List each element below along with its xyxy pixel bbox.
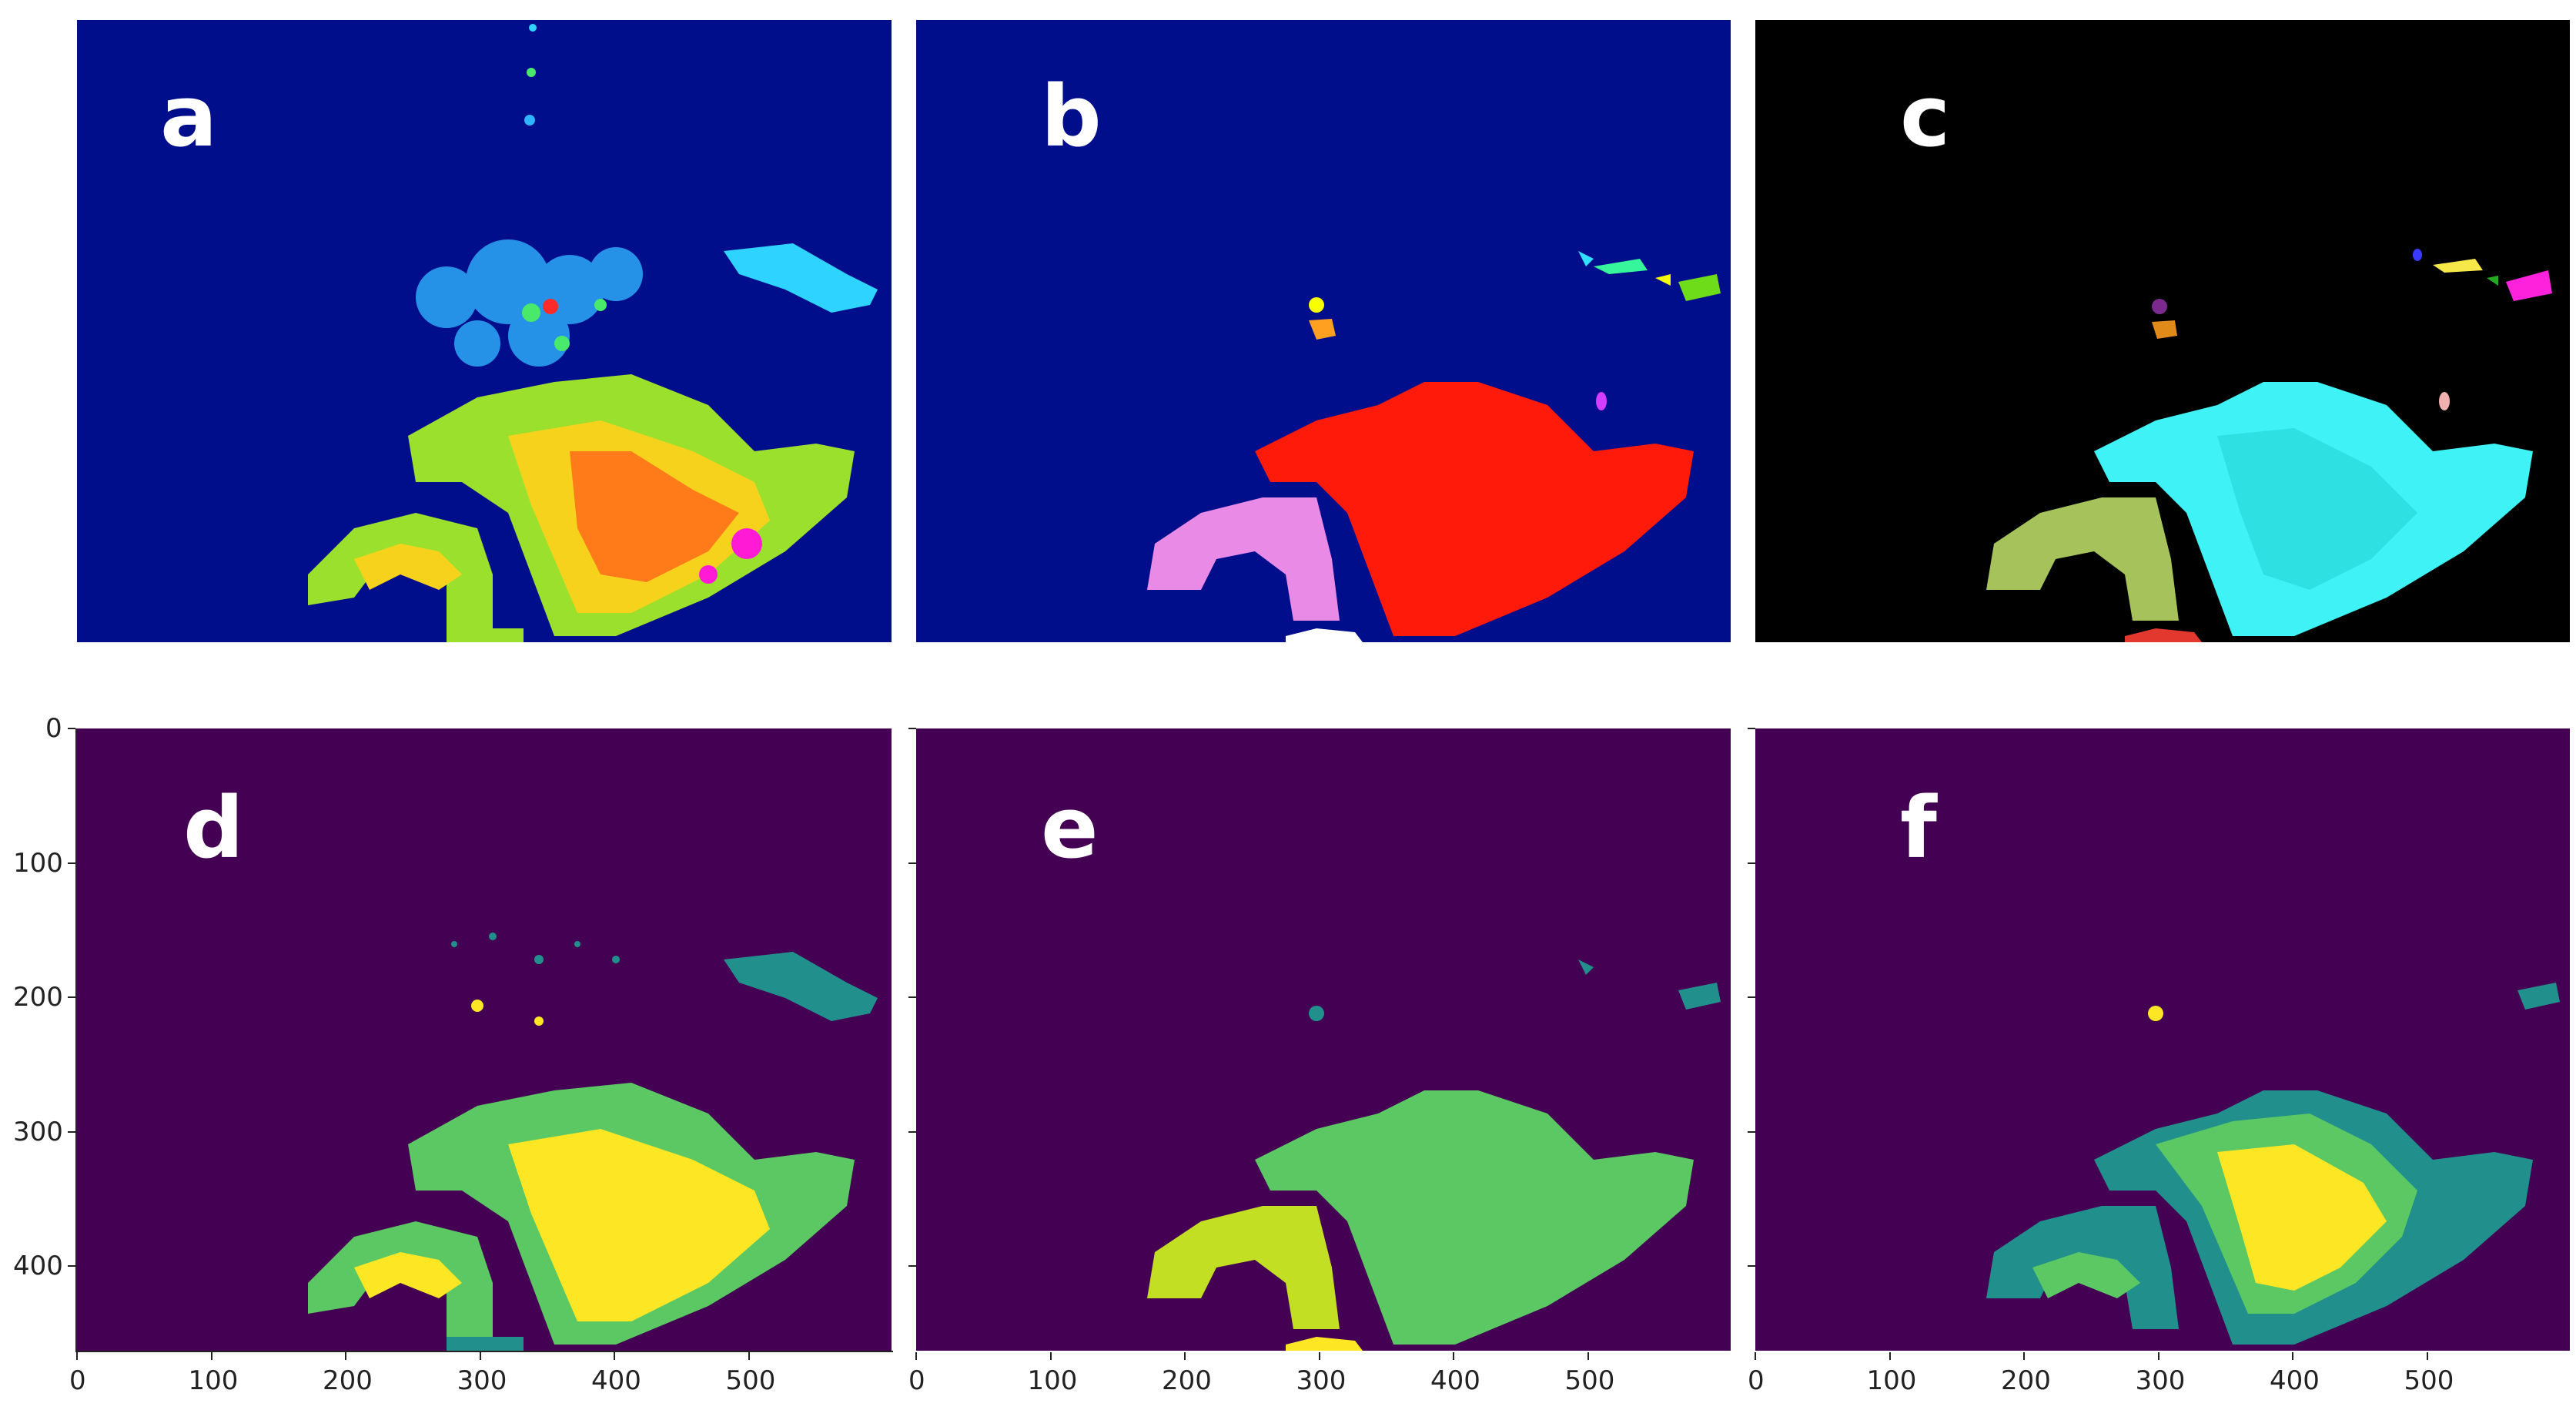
panel-label-b: b bbox=[1041, 67, 1102, 166]
panel-label-c: c bbox=[1900, 67, 1951, 166]
y-tick-mark bbox=[68, 728, 75, 729]
x-tick-label: 100 bbox=[1866, 1365, 1917, 1396]
x-tick-label: 300 bbox=[1296, 1365, 1347, 1396]
x-tick-mark bbox=[345, 1352, 346, 1360]
x-tick-label: 500 bbox=[1564, 1365, 1615, 1396]
y-axis-line bbox=[75, 728, 77, 1351]
x-tick-label: 200 bbox=[1162, 1365, 1212, 1396]
y-tick-mark bbox=[1748, 862, 1755, 864]
y-tick-mark bbox=[908, 728, 916, 729]
segmentation-labels-image bbox=[1147, 251, 1721, 642]
y-tick-mark bbox=[1748, 996, 1755, 998]
y-tick-mark bbox=[1748, 1265, 1755, 1267]
x-tick-mark bbox=[1587, 1352, 1589, 1360]
x-tick-label: 300 bbox=[457, 1365, 507, 1396]
x-tick-mark bbox=[915, 1352, 917, 1360]
y-tick-mark bbox=[68, 1130, 75, 1133]
x-tick-label: 400 bbox=[591, 1365, 641, 1396]
viridis-overlay-image bbox=[1986, 983, 2560, 1345]
x-axis-line bbox=[75, 1351, 893, 1352]
y-tick-label: 200 bbox=[13, 982, 63, 1013]
y-tick-mark bbox=[908, 996, 916, 998]
x-tick-mark bbox=[2157, 1352, 2159, 1360]
x-tick-label: 300 bbox=[2135, 1365, 2186, 1396]
x-tick-label: 0 bbox=[908, 1365, 925, 1396]
y-tick-mark bbox=[908, 1265, 916, 1267]
y-tick-label: 300 bbox=[13, 1116, 63, 1147]
x-tick-label: 500 bbox=[725, 1365, 776, 1396]
y-tick-label: 0 bbox=[45, 713, 62, 744]
y-tick-mark bbox=[68, 996, 75, 998]
x-tick-label: 500 bbox=[2404, 1365, 2454, 1396]
y-tick-mark bbox=[908, 1130, 916, 1133]
y-tick-mark bbox=[1748, 1130, 1755, 1133]
y-tick-label: 400 bbox=[13, 1251, 63, 1281]
x-tick-mark bbox=[1184, 1352, 1186, 1360]
x-tick-mark bbox=[479, 1352, 481, 1360]
x-tick-mark bbox=[2292, 1352, 2293, 1360]
x-tick-mark bbox=[1889, 1352, 1891, 1360]
panel-e: e bbox=[916, 728, 1731, 1351]
x-tick-mark bbox=[1755, 1352, 1756, 1360]
x-tick-label: 100 bbox=[1027, 1365, 1078, 1396]
panel-d: d bbox=[77, 728, 892, 1351]
x-tick-mark bbox=[210, 1352, 212, 1360]
panel-label-e: e bbox=[1041, 779, 1099, 877]
panel-label-a: a bbox=[160, 67, 218, 166]
panel-label-f: f bbox=[1900, 779, 1937, 877]
viridis-radar-image bbox=[308, 933, 878, 1351]
x-tick-mark bbox=[748, 1352, 750, 1360]
x-tick-mark bbox=[2023, 1352, 2025, 1360]
x-tick-label: 0 bbox=[69, 1365, 86, 1396]
x-tick-label: 0 bbox=[1748, 1365, 1765, 1396]
viridis-labels-image bbox=[1147, 960, 1721, 1351]
x-tick-label: 200 bbox=[2001, 1365, 2051, 1396]
x-tick-mark bbox=[614, 1352, 615, 1360]
y-tick-label: 100 bbox=[13, 847, 63, 879]
x-tick-mark bbox=[1049, 1352, 1052, 1360]
panel-a: a bbox=[77, 20, 892, 642]
x-tick-mark bbox=[1318, 1352, 1320, 1360]
y-tick-mark bbox=[68, 1265, 75, 1267]
x-tick-label: 100 bbox=[188, 1365, 239, 1396]
x-tick-label: 400 bbox=[1430, 1365, 1480, 1396]
y-tick-mark bbox=[908, 862, 916, 864]
radar-reflectivity-image bbox=[308, 24, 878, 642]
x-tick-label: 400 bbox=[2270, 1365, 2320, 1396]
segmentation-overlay-image bbox=[1986, 249, 2552, 642]
y-tick-mark bbox=[68, 862, 75, 864]
x-tick-mark bbox=[2426, 1352, 2428, 1360]
x-tick-mark bbox=[1453, 1352, 1454, 1360]
x-tick-label: 200 bbox=[323, 1365, 373, 1396]
y-tick-mark bbox=[1748, 728, 1755, 729]
panel-f: f bbox=[1755, 728, 2570, 1351]
panel-b: b bbox=[916, 20, 1731, 642]
x-tick-mark bbox=[76, 1352, 78, 1360]
panel-label-d: d bbox=[183, 779, 244, 877]
panel-c: c bbox=[1755, 20, 2570, 642]
